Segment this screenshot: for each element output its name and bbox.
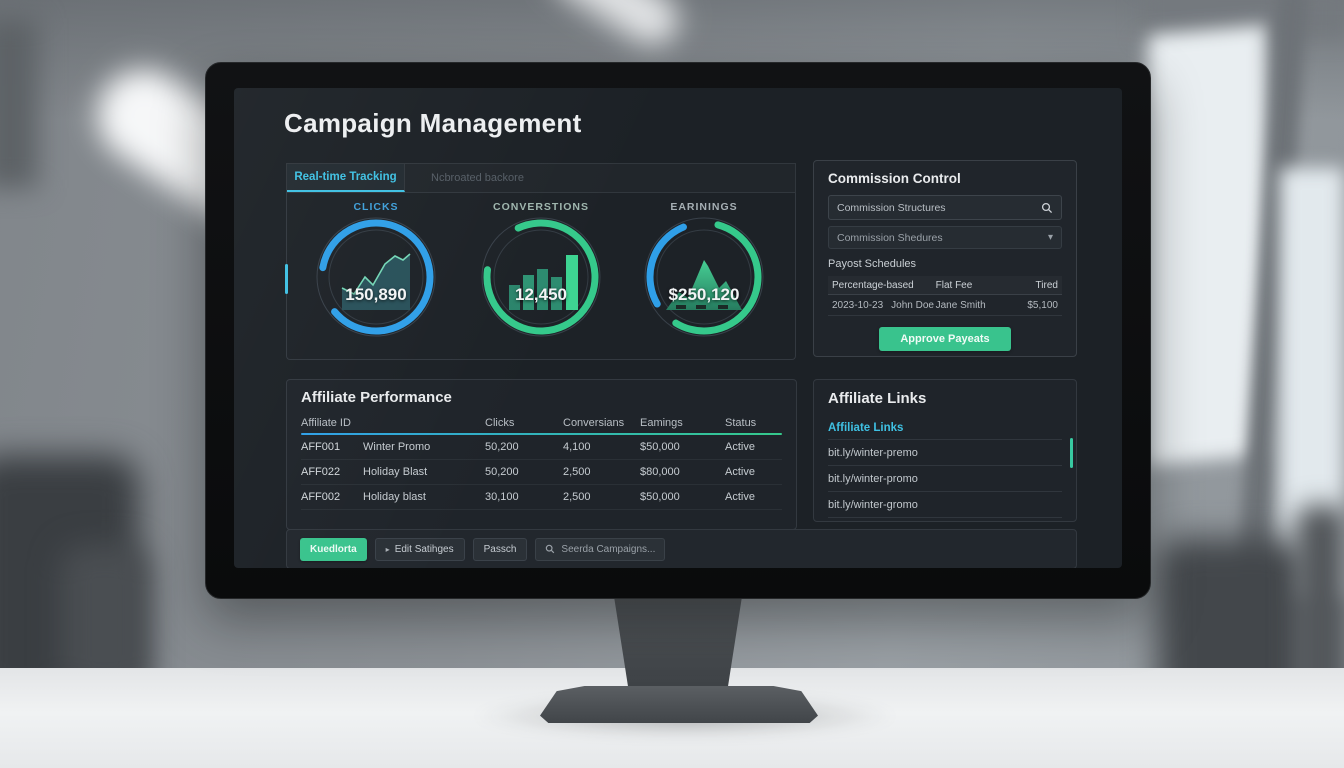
affiliate-links-title: Affiliate Links xyxy=(828,390,927,407)
payout-name-cell: John Doe xyxy=(891,299,934,311)
search-icon xyxy=(545,544,555,554)
row-name: Holiday Blast xyxy=(363,466,428,478)
row-id: AFF022 xyxy=(301,466,341,478)
scrollbar-thumb[interactable] xyxy=(1070,438,1073,468)
col-earnings: Eamings xyxy=(640,417,683,429)
affiliate-performance-title: Affiliate Performance xyxy=(301,389,452,406)
row-name: Holiday blast xyxy=(363,491,426,503)
row-status: Active xyxy=(725,466,755,478)
row-conversions: 2,500 xyxy=(563,466,591,478)
edit-settings-label: Edit Satihges xyxy=(394,543,454,555)
row-conversions: 2,500 xyxy=(563,491,591,503)
conversions-gauge-ring xyxy=(481,217,601,337)
col-status: Status xyxy=(725,417,757,429)
payout-header-cell: Percentage-based xyxy=(832,279,914,291)
conversions-gauge: CONVERSTIONS 12,450 xyxy=(466,201,616,359)
clicks-gauge-label: CLICKS xyxy=(353,201,399,213)
chevron-down-icon: ▾ xyxy=(1047,232,1053,243)
table-row[interactable]: AFF002 Holiday blast 30,100 2,500 $50,00… xyxy=(301,485,782,510)
payout-name-cell-2: Jane Smith xyxy=(935,299,986,311)
row-clicks: 30,100 xyxy=(485,491,519,503)
table-row[interactable]: AFF022 Holiday Blast 50,200 2,500 $80,00… xyxy=(301,460,782,485)
col-clicks: Clicks xyxy=(485,417,515,429)
monitor-stand-base xyxy=(540,686,818,723)
payout-header-cell: Flat Fee xyxy=(935,279,973,291)
payout-table: Percentage-based Flat Fee Tired 2023-10-… xyxy=(828,276,1062,316)
monitor-stand-neck xyxy=(614,597,742,693)
payout-amount-cell: $5,100 xyxy=(1027,299,1058,311)
clicks-gauge: CLICKS 150,890 xyxy=(301,201,451,359)
payout-date-cell: 2023-10-23 xyxy=(832,299,884,311)
panel-accent-bar xyxy=(285,264,288,294)
table-row[interactable]: AFF001 Winter Promo 50,200 4,100 $50,000… xyxy=(301,435,782,460)
earnings-gauge-label: EARININGS xyxy=(670,201,738,213)
search-icon[interactable] xyxy=(1041,202,1053,214)
header-gradient-divider xyxy=(301,433,782,435)
affiliate-performance-panel: Affiliate Performance Affiliate ID Click… xyxy=(286,379,797,530)
search-campaigns-placeholder: Seerda Campaigns... xyxy=(561,543,656,555)
row-clicks: 50,200 xyxy=(485,441,519,453)
earnings-gauge-value: $250,120 xyxy=(668,285,740,304)
clicks-gauge-ring xyxy=(316,217,436,337)
conversions-gauge-value: 12,450 xyxy=(515,285,567,304)
row-earnings: $50,000 xyxy=(640,491,680,503)
list-item[interactable]: bit.ly/winter-gromo xyxy=(828,492,1062,518)
search-campaigns-input[interactable]: Seerda Campaigns... xyxy=(535,537,666,561)
earnings-gauge-ring xyxy=(644,217,764,337)
row-clicks: 50,200 xyxy=(485,466,519,478)
tab-realtime-tracking[interactable]: Real-time Tracking xyxy=(287,164,405,192)
row-id: AFF001 xyxy=(301,441,341,453)
wall-shadow-left xyxy=(0,18,38,188)
commission-structures-dropdown[interactable]: Commission Shedures ▾ xyxy=(828,226,1062,249)
performance-table-header: Affiliate ID Clicks Conversians Eamings … xyxy=(301,413,782,433)
row-conversions: 4,100 xyxy=(563,441,591,453)
clicks-gauge-value: 150,890 xyxy=(345,285,407,304)
row-earnings: $50,000 xyxy=(640,441,680,453)
page-title: Campaign Management xyxy=(284,108,582,138)
dashboard-screen: Campaign Management Real-time Tracking N… xyxy=(234,88,1122,568)
payout-header-cell: Tired xyxy=(1035,279,1058,291)
edit-icon: ▸ xyxy=(385,544,390,554)
primary-action-button[interactable]: Kuedlorta xyxy=(300,537,367,561)
tab-secondary[interactable]: Ncbroated backore xyxy=(431,172,524,184)
affiliate-links-selected[interactable]: Affiliate Links xyxy=(828,416,1062,440)
row-earnings: $80,000 xyxy=(640,466,680,478)
commission-search-value: Commission Structures xyxy=(837,201,946,214)
list-item[interactable]: bit.ly/winter-premo xyxy=(828,440,1062,466)
monitor-bezel: Campaign Management Real-time Tracking N… xyxy=(205,62,1151,599)
row-status: Active xyxy=(725,441,755,453)
col-affiliate-id: Affiliate ID xyxy=(301,417,351,429)
col-conversions: Conversians xyxy=(563,417,625,429)
payout-schedules-label: Payost Schedules xyxy=(828,258,917,270)
row-status: Active xyxy=(725,491,755,503)
window-pane-left xyxy=(1148,24,1266,466)
commission-dropdown-value: Commission Shedures xyxy=(837,231,943,244)
row-name: Winter Promo xyxy=(363,441,431,453)
approve-payouts-button[interactable]: Approve Payeats xyxy=(879,327,1011,351)
payout-table-header: Percentage-based Flat Fee Tired xyxy=(828,276,1062,295)
pause-button[interactable]: Passch xyxy=(472,537,528,561)
earnings-gauge: EARININGS $250,120 xyxy=(629,201,779,359)
commission-control-title: Commission Control xyxy=(828,171,961,186)
edit-settings-button[interactable]: ▸ Edit Satihges xyxy=(374,537,465,561)
action-toolbar: Kuedlorta ▸ Edit Satihges Passch Seerda … xyxy=(286,529,1077,568)
conversions-gauge-label: CONVERSTIONS xyxy=(492,201,589,213)
payout-table-row[interactable]: 2023-10-23 John Doe Jane Smith $5,100 xyxy=(828,295,1062,316)
list-item[interactable]: bit.ly/winter-promo xyxy=(828,466,1062,492)
affiliate-links-panel: Affiliate Links Affiliate Links bit.ly/w… xyxy=(813,379,1077,522)
commission-control-panel: Commission Control Commission Structures… xyxy=(813,160,1077,357)
commission-search-input[interactable]: Commission Structures xyxy=(828,195,1062,220)
row-id: AFF002 xyxy=(301,491,341,503)
tab-bar: Real-time Tracking Ncbroated backore xyxy=(286,163,796,193)
